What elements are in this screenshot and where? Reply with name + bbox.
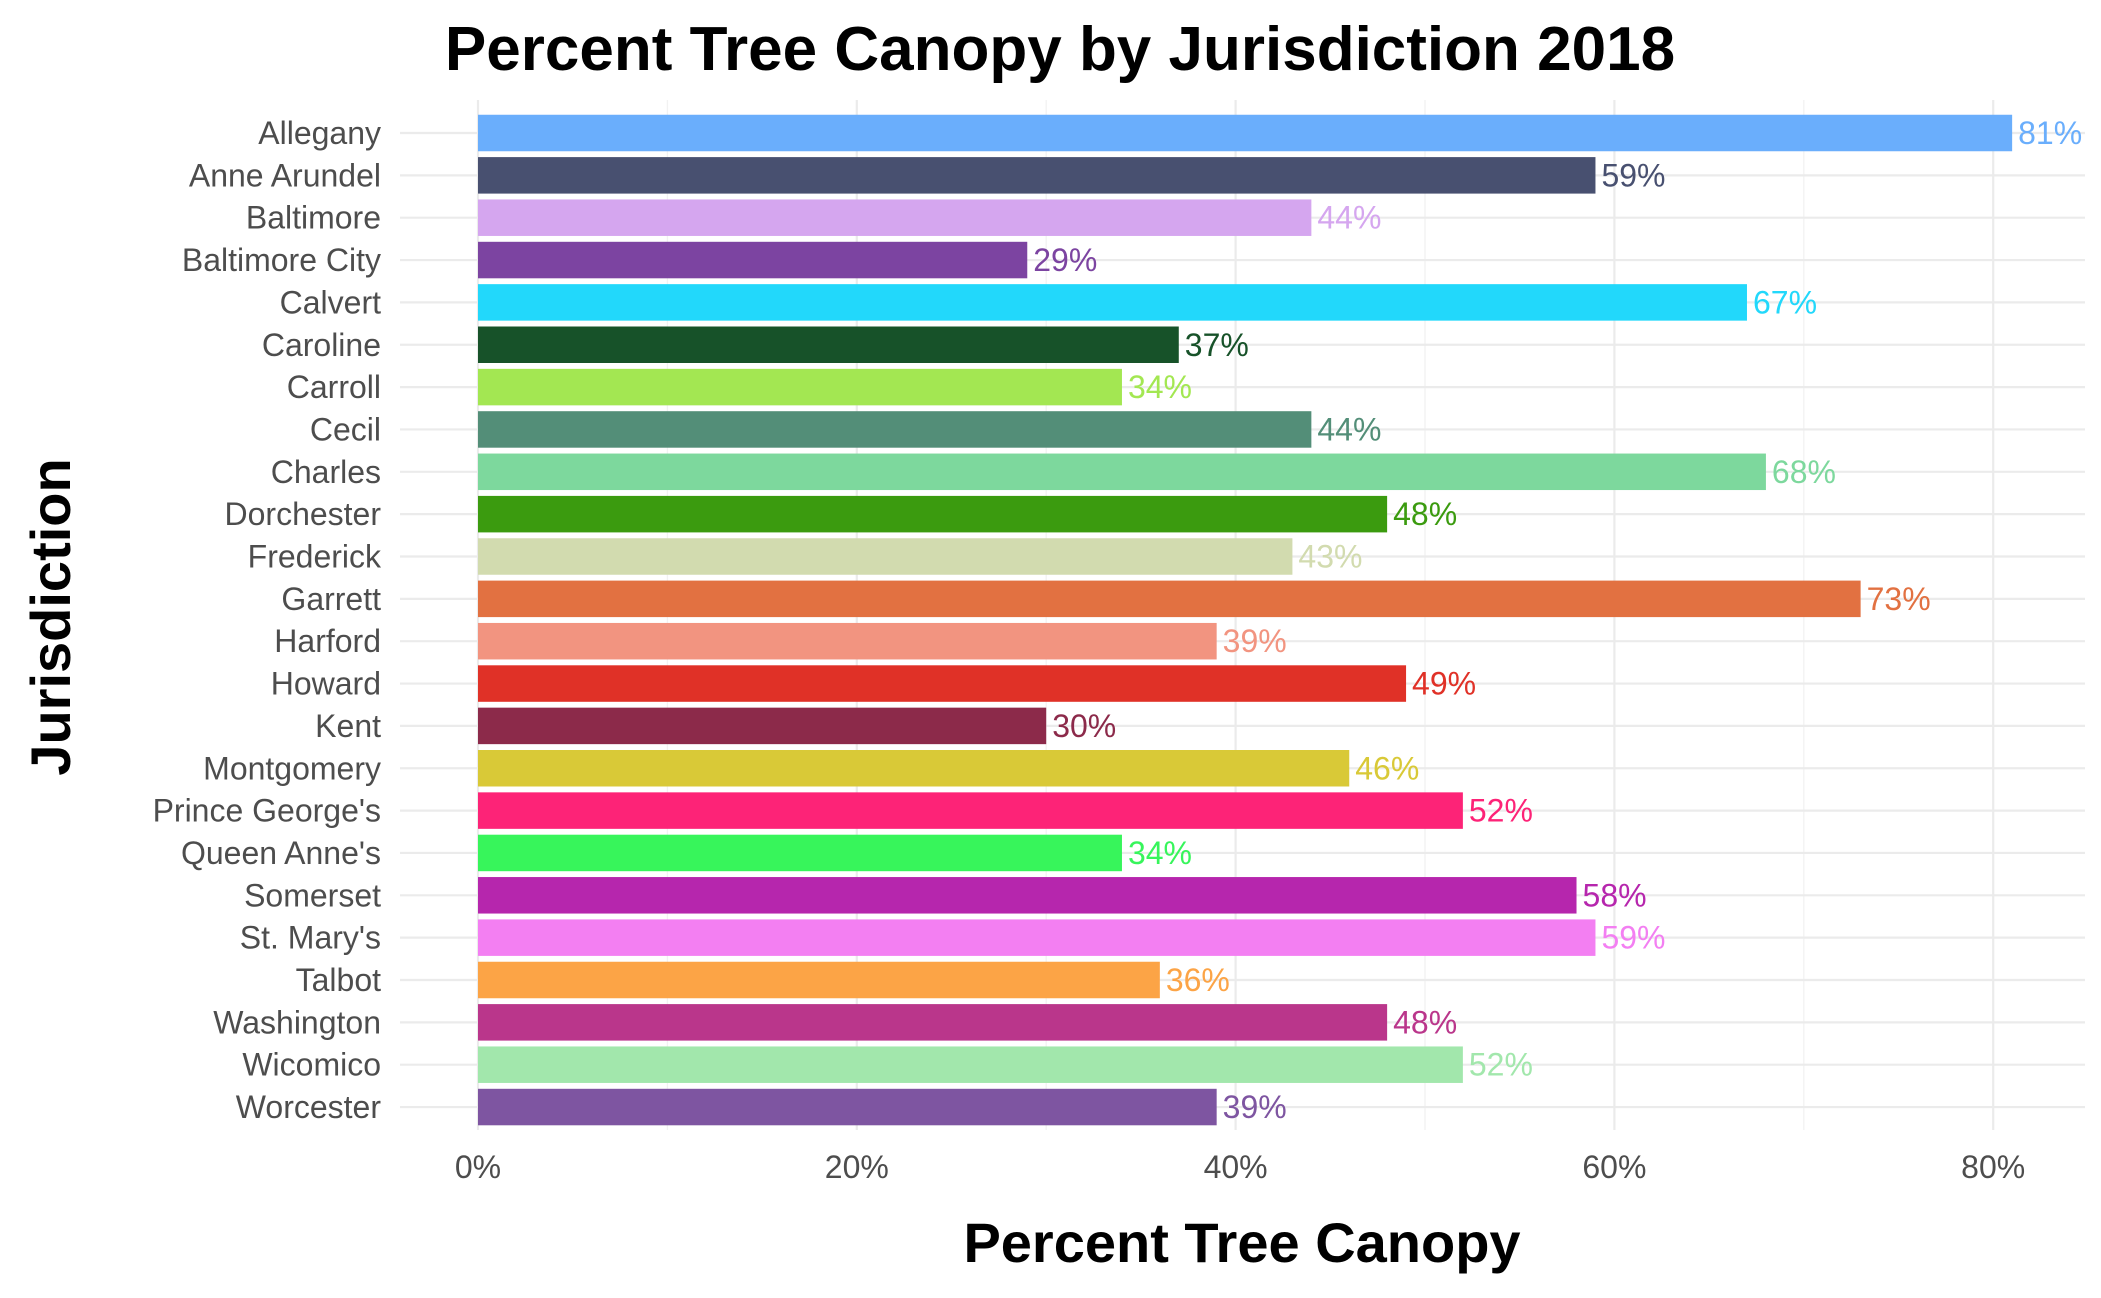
category-label: Washington xyxy=(213,1004,381,1040)
bar xyxy=(478,580,1861,618)
bar xyxy=(478,199,1312,236)
category-label: Carroll xyxy=(287,369,381,405)
bar xyxy=(478,1004,1388,1041)
y-axis-title: Jurisdiction xyxy=(19,458,82,775)
bar xyxy=(478,241,1028,279)
category-label: St. Mary's xyxy=(240,920,381,956)
category-label: Anne Arundel xyxy=(189,157,381,193)
bar xyxy=(478,453,1766,491)
x-tick-label: 0% xyxy=(455,1149,501,1185)
data-label: 52% xyxy=(1469,793,1533,829)
data-label: 48% xyxy=(1393,496,1457,532)
bar xyxy=(478,538,1293,575)
category-label: Caroline xyxy=(262,327,381,363)
category-label: Talbot xyxy=(296,962,382,998)
category-label: Baltimore City xyxy=(182,242,381,278)
bar xyxy=(478,157,1596,194)
category-label: Cecil xyxy=(310,411,381,447)
data-label: 30% xyxy=(1052,708,1116,744)
category-label: Queen Anne's xyxy=(181,835,381,871)
bar xyxy=(478,919,1596,956)
y-axis-tick-labels: Allegany Anne Arundel Baltimore Baltimore C… xyxy=(153,115,382,1125)
bar xyxy=(478,707,1047,745)
bar xyxy=(478,495,1388,533)
x-tick-label: 40% xyxy=(1204,1149,1268,1185)
category-label: Allegany xyxy=(258,115,381,151)
data-label: 44% xyxy=(1317,200,1381,236)
data-label: 49% xyxy=(1412,666,1476,702)
data-label: 68% xyxy=(1772,454,1836,490)
data-label: 39% xyxy=(1223,623,1287,659)
category-label: Kent xyxy=(315,708,381,744)
bar xyxy=(478,368,1122,406)
data-label: 44% xyxy=(1317,411,1381,447)
x-tick-label: 80% xyxy=(1961,1149,2025,1185)
data-labels: 81% 59% 44% 29% 67% 37% 34% 44% 68% 48% 43% 73% 39% 4… xyxy=(1033,115,2082,1125)
x-tick-label: 60% xyxy=(1582,1149,1646,1185)
data-label: 29% xyxy=(1033,242,1097,278)
category-label: Charles xyxy=(271,454,381,490)
data-label: 48% xyxy=(1393,1004,1457,1040)
data-label: 59% xyxy=(1601,920,1665,956)
category-label: Frederick xyxy=(248,539,382,575)
bar xyxy=(478,665,1407,702)
data-label: 37% xyxy=(1185,327,1249,363)
bar xyxy=(478,1088,1217,1126)
bar xyxy=(478,411,1312,448)
category-label: Somerset xyxy=(244,877,381,913)
category-label: Garrett xyxy=(281,581,381,617)
category-label: Baltimore xyxy=(246,200,381,236)
category-label: Howard xyxy=(271,666,381,702)
bar xyxy=(478,961,1160,999)
x-axis-tick-labels: 0% 20% 40% 60% 80% xyxy=(455,1149,2025,1185)
data-label: 67% xyxy=(1753,284,1817,320)
bar xyxy=(478,792,1463,829)
data-label: 43% xyxy=(1298,539,1362,575)
data-label: 39% xyxy=(1223,1089,1287,1125)
bar xyxy=(478,326,1179,363)
category-label: Worcester xyxy=(236,1089,382,1125)
bar xyxy=(478,284,1747,321)
chart-title: Percent Tree Canopy by Jurisdiction 2018 xyxy=(445,15,1675,84)
category-label: Calvert xyxy=(280,284,381,320)
data-label: 81% xyxy=(2018,115,2082,151)
bars xyxy=(478,114,2013,1126)
data-label: 52% xyxy=(1469,1047,1533,1083)
data-label: 34% xyxy=(1128,835,1192,871)
data-label: 34% xyxy=(1128,369,1192,405)
data-label: 36% xyxy=(1166,962,1230,998)
data-label: 46% xyxy=(1355,750,1419,786)
bar xyxy=(478,834,1122,872)
data-label: 73% xyxy=(1867,581,1931,617)
data-label: 59% xyxy=(1601,157,1665,193)
category-label: Dorchester xyxy=(225,496,382,532)
bar xyxy=(478,877,1577,914)
bar xyxy=(478,750,1350,787)
bar xyxy=(478,622,1217,660)
bar xyxy=(478,114,2013,152)
category-label: Harford xyxy=(274,623,381,659)
category-label: Prince George's xyxy=(153,793,381,829)
data-label: 58% xyxy=(1583,877,1647,913)
category-label: Montgomery xyxy=(203,750,381,786)
x-tick-label: 20% xyxy=(825,1149,889,1185)
category-label: Wicomico xyxy=(242,1047,381,1083)
bar xyxy=(478,1046,1463,1083)
x-axis-title: Percent Tree Canopy xyxy=(963,1211,1520,1274)
